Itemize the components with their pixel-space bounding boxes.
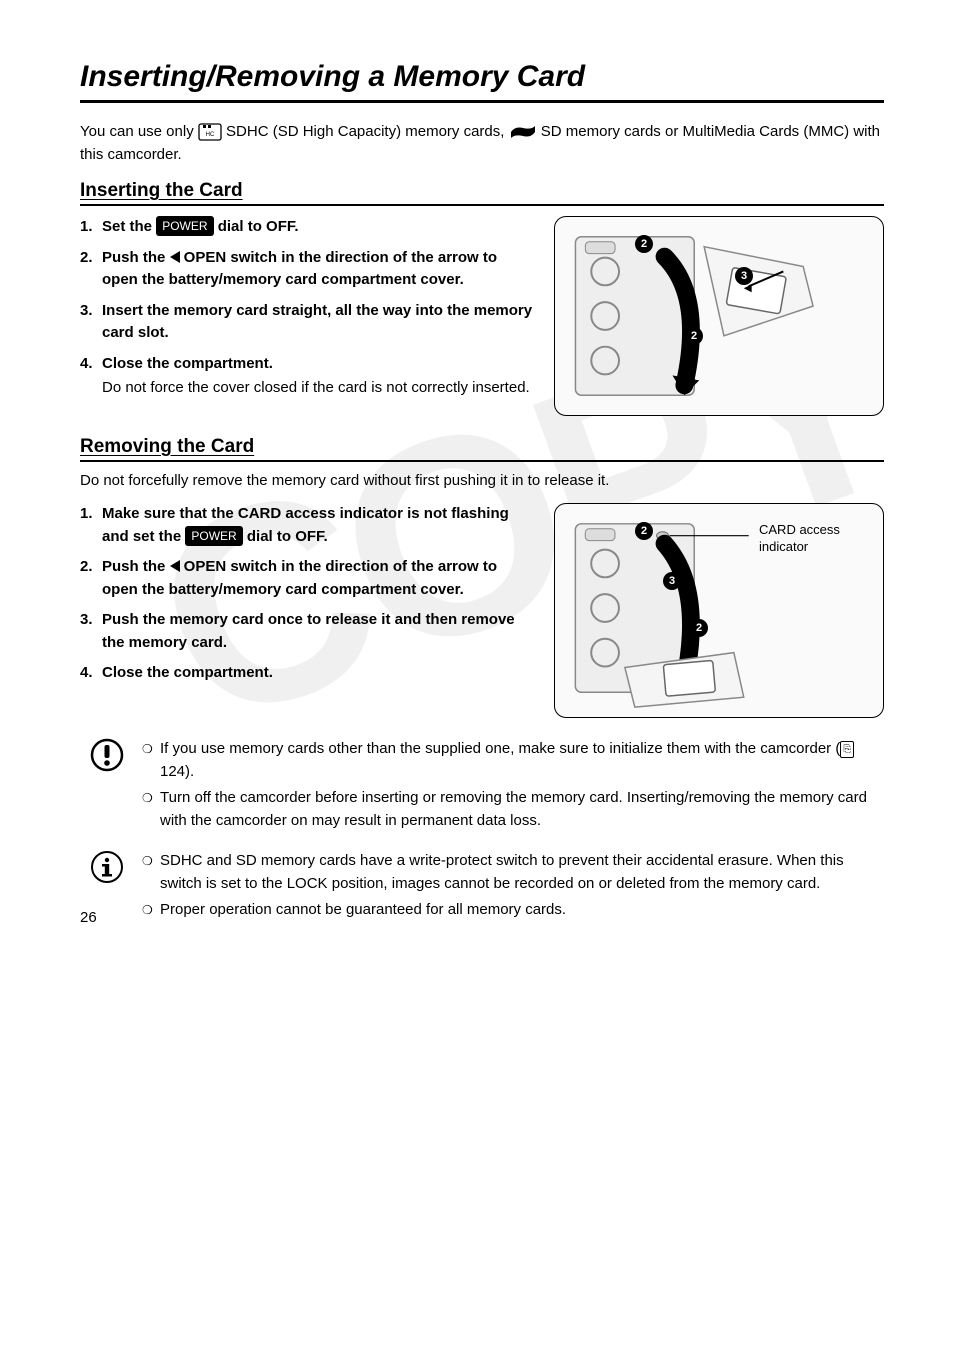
step-text: Close the compartment. (102, 664, 273, 681)
remove-step-3: Push the memory card once to release it … (80, 609, 536, 654)
removing-steps: Make sure that the CARD access indicator… (80, 503, 536, 685)
callout-2: 2 (635, 235, 653, 253)
step-text: dial to OFF. (214, 218, 299, 235)
removing-heading: Removing the Card (80, 436, 884, 462)
step-subtext: Do not force the cover closed if the car… (102, 377, 536, 400)
insert-step-4: Close the compartment. Do not force the … (80, 353, 536, 400)
page-title: Inserting/Removing a Memory Card (80, 60, 884, 103)
info-item-2: Proper operation cannot be guaranteed fo… (142, 899, 884, 922)
callout-3: 3 (735, 267, 753, 285)
callout-3: 3 (663, 572, 681, 590)
info-note: SDHC and SD memory cards have a write-pr… (80, 850, 884, 926)
intro-text-2: SDHC (SD High Capacity) memory cards, (226, 123, 509, 140)
card-access-label: CARD access indicator (759, 522, 869, 556)
power-pill: POWER (156, 216, 213, 236)
exclamation-icon (90, 738, 124, 772)
step-text: Close the compartment. (102, 355, 273, 372)
intro-paragraph: You can use only HC SDHC (SD High Capaci… (80, 121, 884, 166)
step-text: Push the (102, 558, 170, 575)
remove-step-2: Push the OPEN switch in the direction of… (80, 556, 536, 601)
insert-step-1: Set the POWER dial to OFF. (80, 216, 536, 239)
callout-2b: 2 (685, 327, 703, 345)
sdhc-icon: HC (198, 123, 222, 141)
callout-2b: 2 (690, 619, 708, 637)
insert-step-3: Insert the memory card straight, all the… (80, 300, 536, 345)
sd-icon (509, 124, 537, 140)
remove-figure: CARD access indicator 2 3 2 (554, 503, 884, 718)
insert-figure: 2 3 2 (554, 216, 884, 416)
info-item-1: SDHC and SD memory cards have a write-pr… (142, 850, 884, 895)
triangle-left-icon (170, 560, 180, 572)
intro-text-1: You can use only (80, 123, 198, 140)
power-pill: POWER (185, 526, 242, 546)
info-icon (90, 850, 124, 884)
camcorder-diagram-icon (555, 217, 883, 415)
callout-2: 2 (635, 522, 653, 540)
insert-step-2: Push the OPEN switch in the direction of… (80, 247, 536, 292)
warning-note: If you use memory cards other than the s… (80, 738, 884, 836)
remove-step-4: Close the compartment. (80, 662, 536, 685)
step-text: dial to OFF. (243, 528, 328, 545)
note-text: If you use memory cards other than the s… (160, 740, 840, 757)
remove-step-1: Make sure that the CARD access indicator… (80, 503, 536, 548)
triangle-left-icon (170, 251, 180, 263)
removing-subtitle: Do not forcefully remove the memory card… (80, 472, 884, 489)
note-text: 124). (160, 763, 194, 780)
warn-item-1: If you use memory cards other than the s… (142, 738, 884, 783)
step-text: Push the (102, 249, 170, 266)
page-ref-icon: ⎘ (840, 741, 854, 758)
step-text: Insert the memory card straight, all the… (102, 302, 532, 342)
warn-item-2: Turn off the camcorder before inserting … (142, 787, 884, 832)
inserting-steps: Set the POWER dial to OFF. Push the OPEN… (80, 216, 536, 400)
svg-text:HC: HC (206, 132, 215, 138)
step-text: Set the (102, 218, 156, 235)
inserting-heading: Inserting the Card (80, 180, 884, 206)
step-text: Push the memory card once to release it … (102, 611, 515, 651)
